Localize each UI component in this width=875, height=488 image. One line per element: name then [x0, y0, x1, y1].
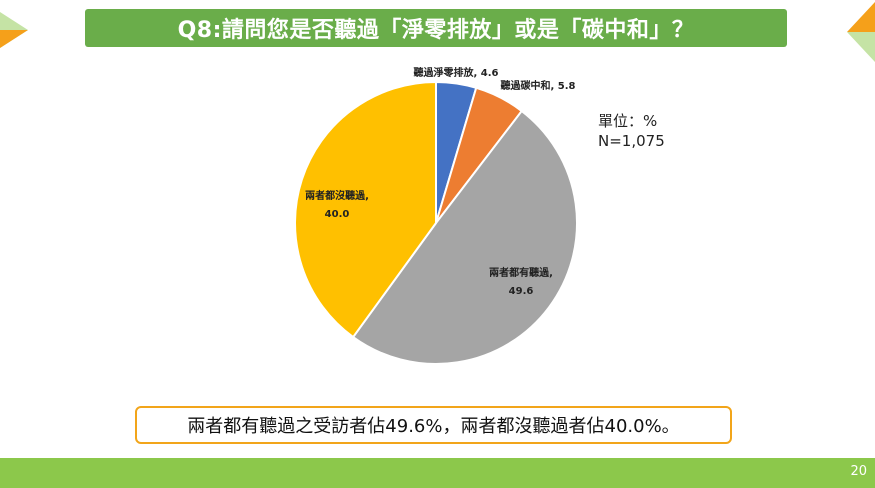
slice-data-label: 聽過碳中和, 5.8 [501, 79, 576, 92]
slice-data-label: 兩者都沒聽過, 40.0 [305, 189, 369, 220]
corner-decoration-left [0, 12, 28, 48]
pie-slice [294, 80, 437, 339]
unit-label: 單位：% [598, 112, 658, 130]
conclusion-box: 兩者都有聽過之受訪者佔49.6%，兩者都沒聽過者佔40.0%。 [135, 406, 732, 444]
slide-title: Q8:請問您是否聽過「淨零排放」或是「碳中和」？ [177, 18, 695, 43]
footer-bar: 20 [0, 458, 875, 488]
slice-data-label: 聽過淨零排放, 4.6 [414, 66, 499, 79]
page-number: 20 [850, 464, 867, 479]
sample-size-label: N=1,075 [598, 132, 665, 150]
title-bar: Q8:請問您是否聽過「淨零排放」或是「碳中和」？ [85, 9, 787, 47]
slice-data-label: 兩者都有聽過, 49.6 [489, 266, 553, 297]
corner-decoration-right [847, 2, 875, 62]
unit-note: 單位：% N=1,075 [598, 111, 665, 151]
pie-slice [351, 109, 578, 365]
conclusion-text: 兩者都有聽過之受訪者佔49.6%，兩者都沒聽過者佔40.0%。 [187, 416, 680, 437]
